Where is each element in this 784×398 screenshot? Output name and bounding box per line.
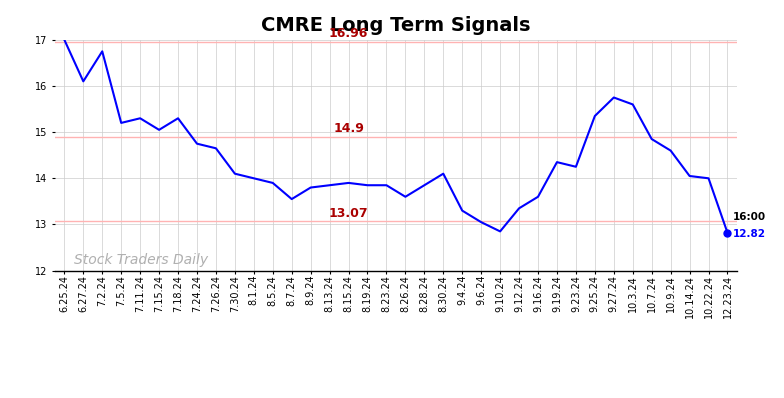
- Text: 13.07: 13.07: [328, 207, 368, 220]
- Text: 12.82: 12.82: [733, 229, 766, 240]
- Text: 16:00: 16:00: [733, 212, 766, 222]
- Text: Stock Traders Daily: Stock Traders Daily: [74, 253, 208, 267]
- Text: 14.9: 14.9: [333, 122, 364, 135]
- Text: 16.96: 16.96: [328, 27, 368, 40]
- Title: CMRE Long Term Signals: CMRE Long Term Signals: [261, 16, 531, 35]
